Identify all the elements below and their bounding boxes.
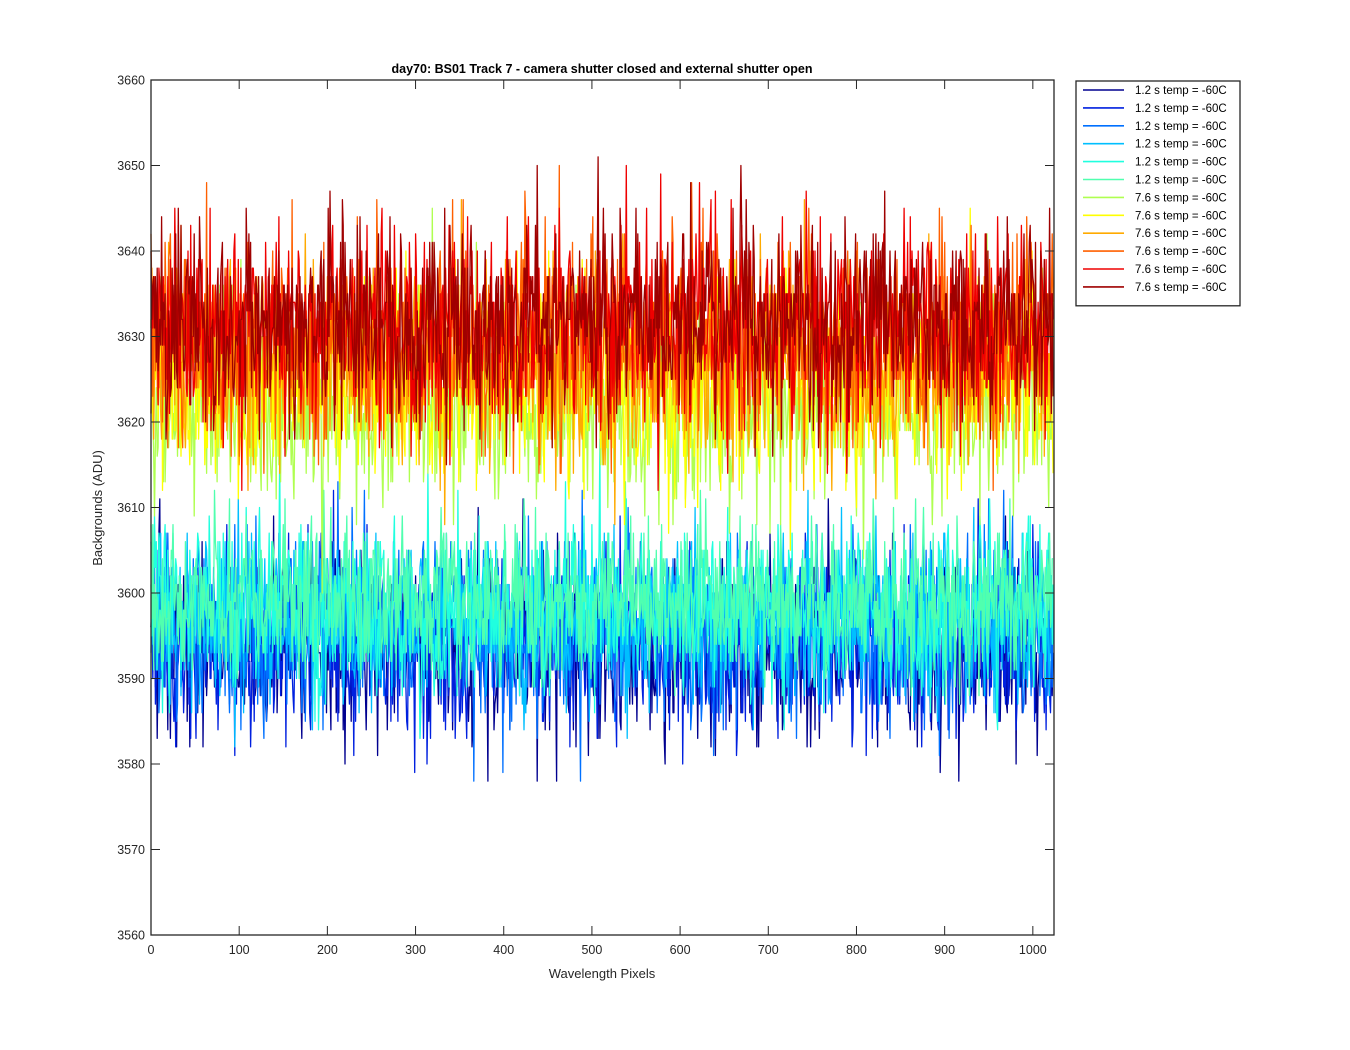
legend-label-5: 1.2 s temp = -60C [1135, 157, 1227, 169]
legend-label-6: 1.2 s temp = -60C [1135, 175, 1227, 187]
x-tick-label: 100 [229, 943, 250, 957]
series-line-6 [150, 481, 1054, 705]
legend-label-1: 1.2 s temp = -60C [1135, 85, 1227, 97]
x-tick-label: 800 [846, 943, 867, 957]
x-tick-label: 500 [581, 943, 602, 957]
legend-label-9: 7.6 s temp = -60C [1135, 228, 1227, 240]
series-layer [150, 156, 1054, 782]
y-axis-label: Backgrounds (ADU) [90, 450, 105, 566]
legend-label-3: 1.2 s temp = -60C [1135, 121, 1227, 133]
y-tick-label: 3570 [117, 843, 145, 857]
x-axis-label: Wavelength Pixels [549, 966, 656, 981]
y-tick-label: 3610 [117, 501, 145, 515]
tick-layer: 0 100 200 300 400 500 600 700 800 900 1000 3560 3570… [117, 74, 1054, 957]
x-tick-label: 200 [317, 943, 338, 957]
chart-title: day70: BS01 Track 7 - camera shutter clo… [392, 62, 813, 76]
x-tick-label: 600 [670, 943, 691, 957]
y-tick-label: 3580 [117, 758, 145, 772]
x-tick-label: 0 [148, 943, 155, 957]
series-line-12 [150, 156, 1054, 466]
legend-label-4: 1.2 s temp = -60C [1135, 139, 1227, 151]
legend-label-12: 7.6 s temp = -60C [1135, 282, 1227, 294]
x-tick-label: 900 [934, 943, 955, 957]
legend-label-8: 7.6 s temp = -60C [1135, 210, 1227, 222]
x-tick-label: 1000 [1019, 943, 1047, 957]
legend-label-7: 7.6 s temp = -60C [1135, 192, 1227, 204]
y-tick-label: 3620 [117, 416, 145, 430]
y-tick-label: 3660 [117, 74, 145, 88]
x-tick-label: 300 [405, 943, 426, 957]
x-tick-label: 700 [758, 943, 779, 957]
legend-label-11: 7.6 s temp = -60C [1135, 264, 1227, 276]
x-tick-label: 400 [493, 943, 514, 957]
legend-label-2: 1.2 s temp = -60C [1135, 103, 1227, 115]
legend-label-10: 7.6 s temp = -60C [1135, 246, 1227, 258]
y-tick-label: 3640 [117, 245, 145, 259]
y-tick-label: 3630 [117, 330, 145, 344]
y-tick-label: 3560 [117, 929, 145, 943]
y-tick-label: 3650 [117, 159, 145, 173]
y-tick-label: 3590 [117, 672, 145, 686]
plot-area [151, 80, 1054, 935]
y-tick-label: 3600 [117, 587, 145, 601]
legend[interactable]: 1.2 s temp = -60C 1.2 s temp = -60C 1.2 s … [1075, 80, 1241, 307]
